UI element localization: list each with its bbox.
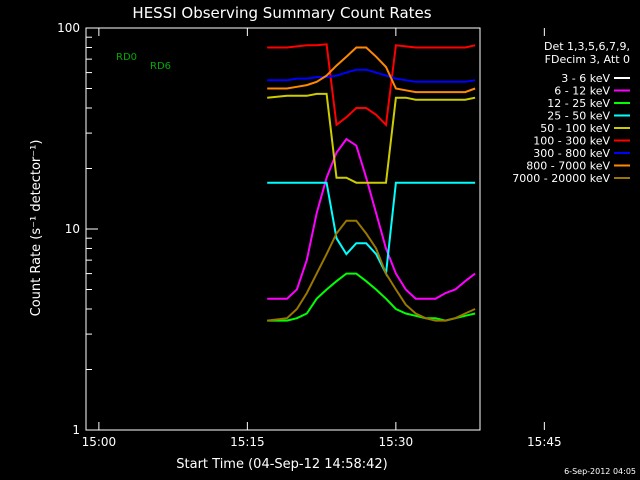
x-tick-label: 15:30 bbox=[379, 435, 414, 449]
y-tick-label: 10 bbox=[65, 222, 80, 236]
series-line-4 bbox=[267, 181, 476, 278]
series-line-3 bbox=[267, 272, 476, 322]
legend-label: 3 - 6 keV bbox=[561, 72, 610, 85]
series-line-9 bbox=[267, 219, 476, 322]
legend-label: 50 - 100 keV bbox=[540, 122, 610, 135]
series-line-8 bbox=[267, 46, 476, 94]
x-tick-label: 15:15 bbox=[230, 435, 265, 449]
x-tick-label: 15:00 bbox=[82, 435, 117, 449]
footer-timestamp: 6-Sep-2012 04:05 bbox=[564, 467, 636, 476]
legend-label: 7000 - 20000 keV bbox=[512, 172, 610, 185]
series-line-2 bbox=[267, 137, 476, 300]
series-line-6 bbox=[267, 43, 476, 127]
legend-label: 6 - 12 keV bbox=[554, 85, 610, 98]
annotation-rd6: RD6 bbox=[150, 61, 171, 72]
annotation-rd0: RD0 bbox=[116, 52, 137, 63]
series-line-1 bbox=[267, 121, 476, 355]
series-line-5 bbox=[267, 92, 476, 184]
x-axis-label: Start Time (04-Sep-12 14:58:42) bbox=[176, 457, 387, 472]
legend-label: 25 - 50 keV bbox=[547, 110, 610, 123]
legend-header-line-1: Det 1,3,5,6,7,9, bbox=[544, 40, 630, 53]
y-tick-label: 1 bbox=[72, 423, 80, 437]
legend-label: 800 - 7000 keV bbox=[526, 160, 610, 173]
x-tick-label: 15:45 bbox=[527, 435, 562, 449]
legend-label: 12 - 25 keV bbox=[547, 97, 610, 110]
series-line-7 bbox=[267, 68, 476, 83]
legend-label: 300 - 800 keV bbox=[533, 147, 610, 160]
legend-label: 100 - 300 keV bbox=[533, 135, 610, 148]
y-tick-label: 100 bbox=[57, 21, 80, 35]
legend-header-line-2: FDecim 3, Att 0 bbox=[545, 53, 630, 66]
chart-title: HESSI Observing Summary Count Rates bbox=[132, 4, 431, 22]
y-axis-label: Count Rate (s⁻¹ detector⁻¹) bbox=[29, 140, 44, 317]
